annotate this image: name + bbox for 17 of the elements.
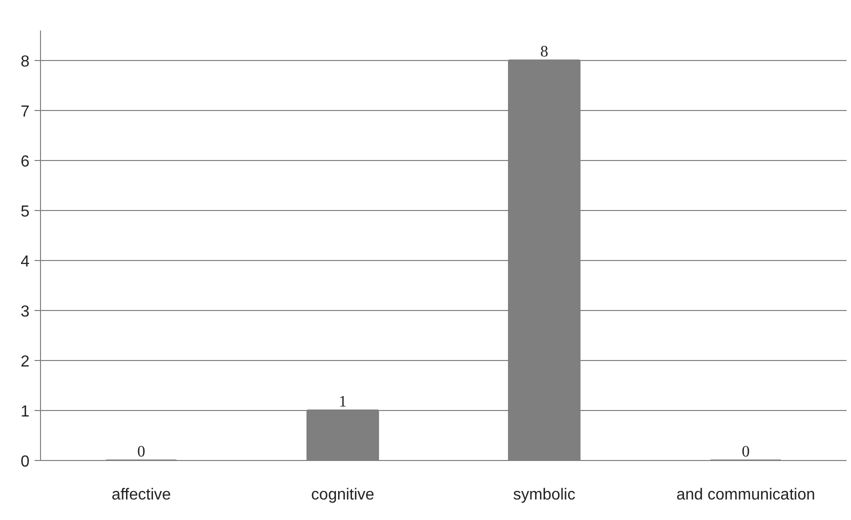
y-tick-label: 3 bbox=[20, 304, 30, 320]
data-label: 0 bbox=[742, 444, 750, 460]
y-tick-label: 1 bbox=[20, 404, 30, 420]
y-tick-label: 0 bbox=[20, 454, 30, 470]
x-tick-label: symbolic bbox=[513, 486, 576, 504]
y-tick-label: 7 bbox=[20, 104, 30, 120]
x-tick-label: and communication bbox=[676, 486, 816, 504]
data-label: 0 bbox=[137, 444, 146, 460]
y-tick-label: 4 bbox=[20, 254, 30, 270]
data-label: 8 bbox=[540, 44, 548, 60]
x-tick-label: cognitive bbox=[311, 486, 374, 504]
y-tick-label: 2 bbox=[20, 354, 30, 370]
data-label: 1 bbox=[338, 394, 347, 410]
y-tick-label: 5 bbox=[20, 204, 30, 220]
x-tick-label: affective bbox=[112, 486, 171, 504]
y-tick-label: 6 bbox=[20, 154, 30, 170]
y-tick-label: 8 bbox=[20, 54, 30, 70]
